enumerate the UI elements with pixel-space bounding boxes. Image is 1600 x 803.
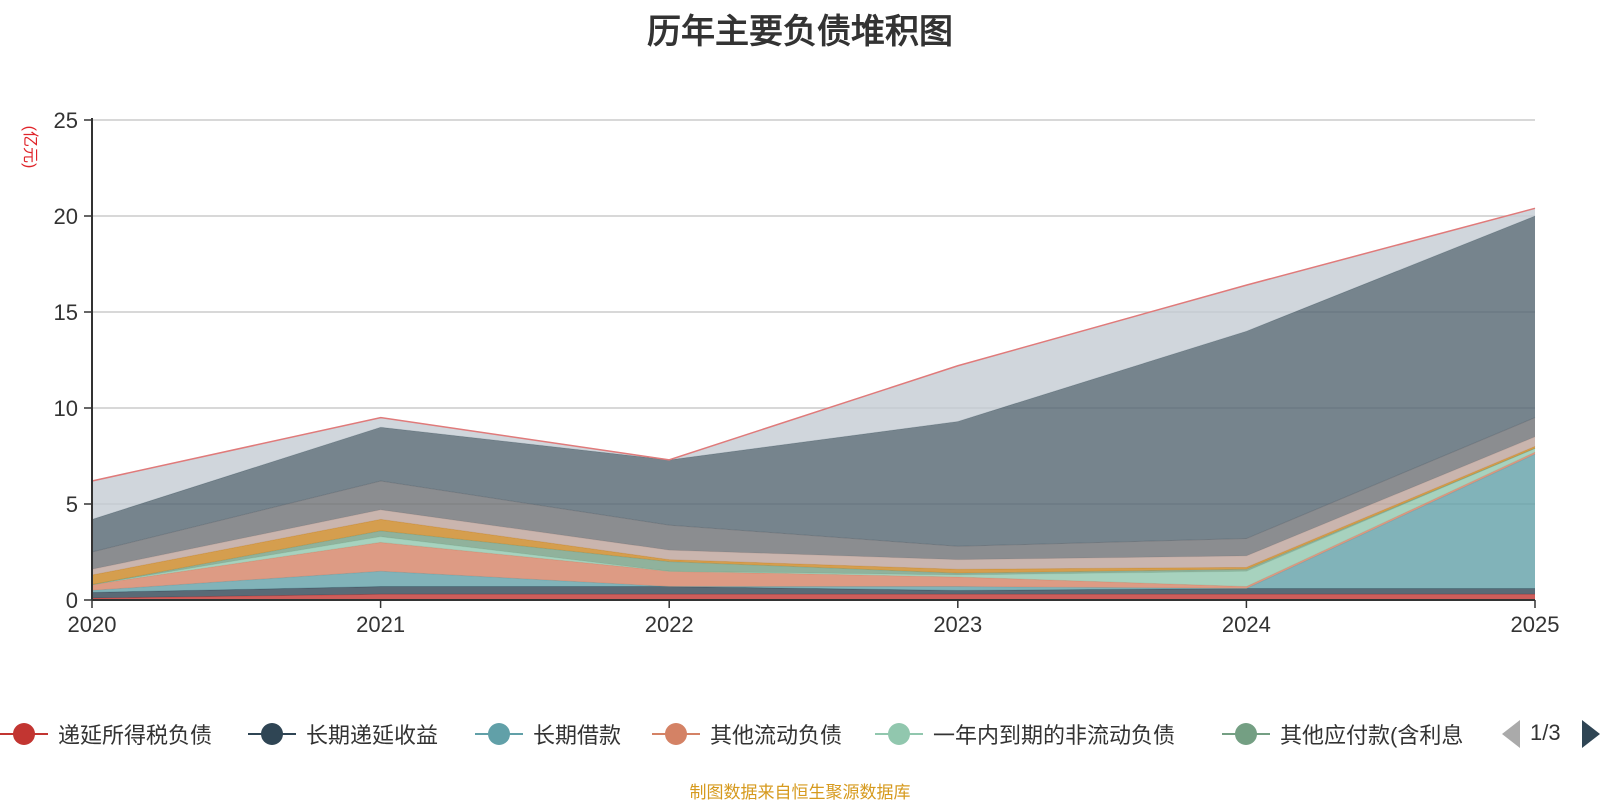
y-tick-label: 10 — [54, 396, 78, 421]
y-tick-label: 20 — [54, 204, 78, 229]
legend-label: 其他应付款(含利息 — [1280, 723, 1464, 748]
area-series-10 — [92, 216, 1535, 552]
legend-marker-icon — [248, 721, 296, 747]
legend-marker-icon — [475, 721, 523, 747]
legend-label: 长期递延收益 — [306, 723, 439, 748]
legend-marker-icon — [652, 721, 700, 747]
legend-item-other-current-liabilities[interactable]: 其他流动负债 — [652, 712, 842, 756]
y-axis-unit-text: (亿元) — [21, 125, 38, 169]
area-series-9 — [92, 417, 1535, 570]
legend-marker-icon — [1222, 721, 1270, 747]
chart-title: 历年主要负债堆积图 — [647, 13, 953, 51]
legend-label: 长期借款 — [533, 723, 622, 748]
area-series-4 — [92, 452, 1535, 591]
legend-pager: 1/3 — [1500, 712, 1600, 756]
y-tick-label: 5 — [66, 492, 78, 517]
legend: 递延所得税负债 长期递延收益 长期借款 其他流动负债 一年内到期的非流动负债 其… — [0, 712, 1600, 756]
legend-label: 其他流动负债 — [710, 723, 843, 748]
legend-item-long-term-loans[interactable]: 长期借款 — [475, 712, 621, 756]
y-tick-label: 25 — [54, 108, 78, 133]
area-series-3 — [92, 454, 1535, 593]
legend-item-deferred-tax[interactable]: 递延所得税负债 — [0, 712, 212, 756]
legend-item-other-payables[interactable]: 其他应付款(含利息 — [1222, 712, 1463, 756]
y-tick-label: 15 — [54, 300, 78, 325]
area-series-1 — [92, 594, 1535, 600]
next-page-icon[interactable] — [1582, 720, 1600, 748]
x-tick-label: 2023 — [933, 612, 982, 637]
legend-marker-icon — [875, 721, 923, 747]
x-tick-label: 2025 — [1511, 612, 1560, 637]
x-tick-label: 2020 — [68, 612, 117, 637]
x-tick-label: 2021 — [356, 612, 405, 637]
total-outline — [91, 207, 1536, 482]
y-axis-unit-label: (亿元) — [14, 122, 50, 172]
x-tick-label: 2024 — [1222, 612, 1271, 637]
legend-page-indicator: 1/3 — [1530, 720, 1561, 745]
area-series-group — [91, 207, 1536, 600]
legend-item-noncurrent-due-within-year[interactable]: 一年内到期的非流动负债 — [875, 712, 1175, 756]
legend-label: 一年内到期的非流动负债 — [933, 723, 1176, 748]
legend-label: 递延所得税负债 — [58, 723, 213, 748]
legend-item-deferred-income[interactable]: 长期递延收益 — [248, 712, 438, 756]
previous-page-icon[interactable] — [1502, 720, 1520, 748]
source-note: 制图数据来自恒生聚源数据库 — [689, 783, 911, 802]
legend-marker-icon — [0, 721, 48, 747]
y-tick-label: 0 — [66, 588, 78, 613]
x-tick-label: 2022 — [645, 612, 694, 637]
